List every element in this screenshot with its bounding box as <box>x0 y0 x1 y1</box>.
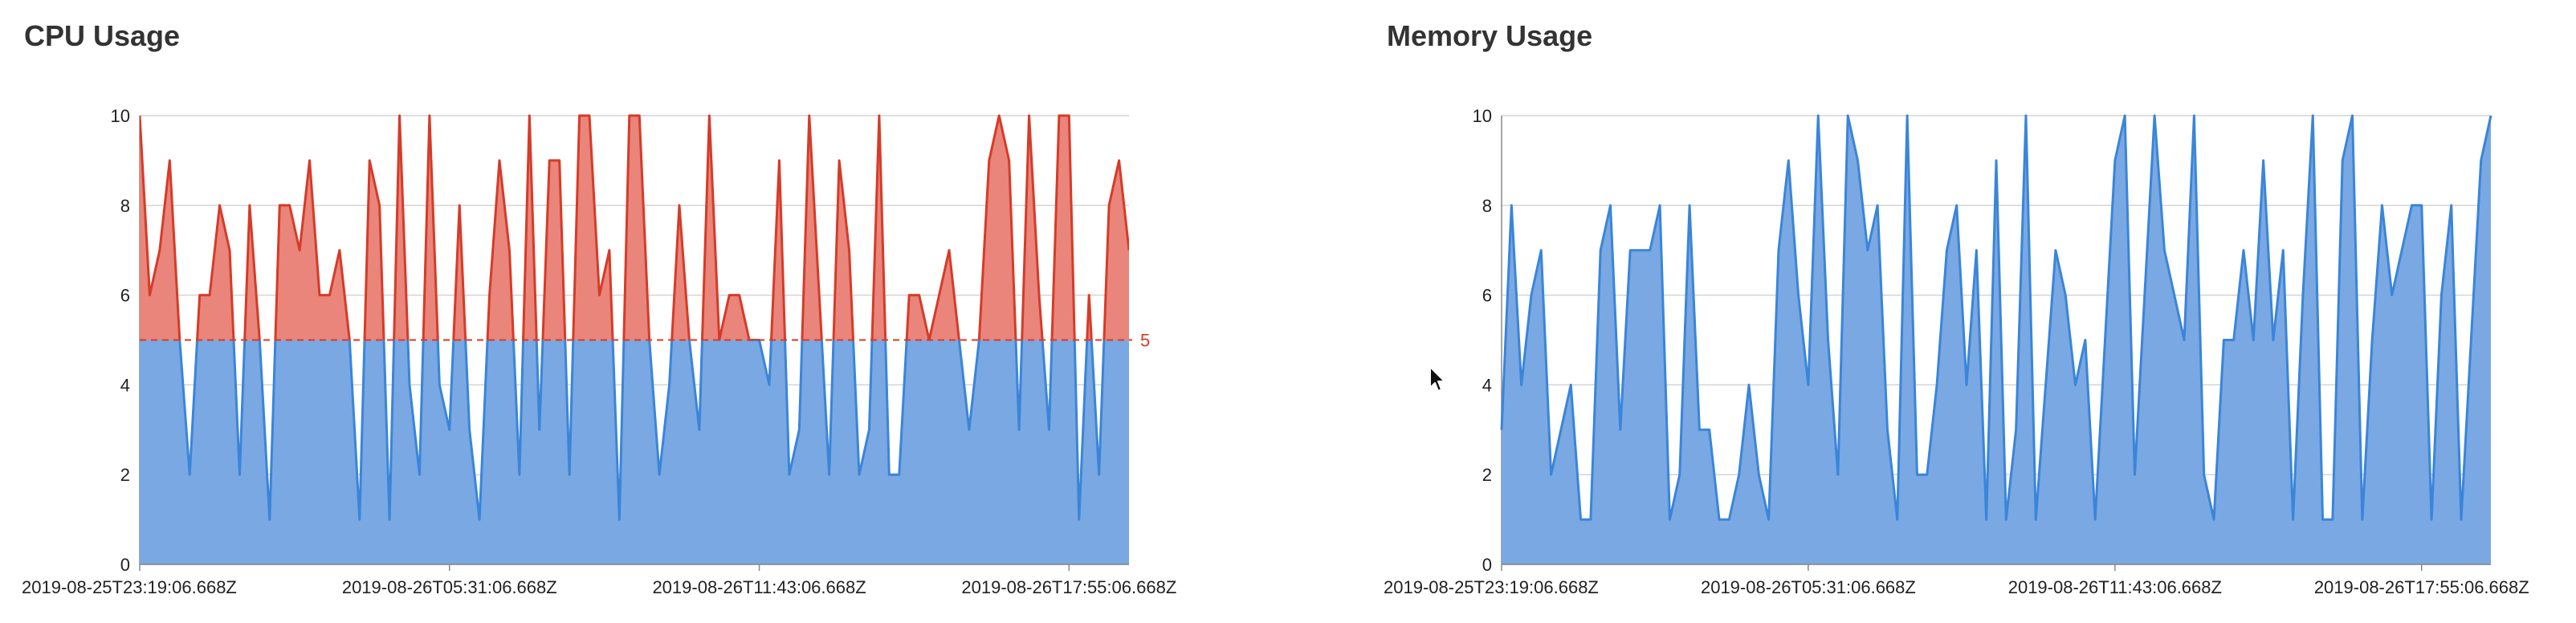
series-area-above-threshold <box>140 116 1129 340</box>
series-area <box>1502 116 2491 564</box>
memory-chart-title: Memory Usage <box>1387 19 1593 52</box>
series-area-below-threshold <box>140 340 1129 564</box>
y-tick-label: 8 <box>1482 196 1492 216</box>
x-tick-label: 2019-08-26T17:55:06.668Z <box>961 577 1176 597</box>
x-tick-label: 2019-08-25T23:19:06.668Z <box>1384 577 1599 597</box>
cpu-chart-title: CPU Usage <box>24 19 181 52</box>
y-tick-label: 4 <box>1482 375 1492 395</box>
x-tick-label: 2019-08-25T23:19:06.668Z <box>22 577 237 597</box>
memory-usage-chart: 0 2 4 6 8 10 2019-08-25T23:19:06.668Z 2019-08-2… <box>1384 106 2529 597</box>
series-line-below-threshold <box>178 340 1106 521</box>
y-tick-label: 2 <box>120 465 130 485</box>
y-tick-label: 6 <box>1482 286 1492 306</box>
y-tick-label: 0 <box>120 555 130 575</box>
series-line <box>1500 114 2492 521</box>
y-tick-label: 0 <box>1482 555 1492 575</box>
mouse-pointer-icon <box>1429 366 1445 392</box>
y-tick-label: 4 <box>120 375 130 395</box>
threshold-label: 5 <box>1140 331 1150 351</box>
cpu-usage-chart: 0 2 4 6 8 10 5 2019-08-25T23:19:06.668Z 2019-08-… <box>22 106 1176 597</box>
x-tick-label: 2019-08-26T11:43:06.668Z <box>2008 577 2222 597</box>
x-tick-label: 2019-08-26T11:43:06.668Z <box>652 577 866 597</box>
y-tick-label: 2 <box>1482 465 1492 485</box>
x-tick-label: 2019-08-26T05:31:06.668Z <box>342 577 557 597</box>
x-tick-label: 2019-08-26T05:31:06.668Z <box>1701 577 1916 597</box>
y-tick-label: 10 <box>111 106 130 126</box>
x-tick-label: 2019-08-26T17:55:06.668Z <box>2314 577 2529 597</box>
y-tick-label: 6 <box>120 286 130 306</box>
series-line-above-threshold <box>140 114 1129 340</box>
y-tick-label: 8 <box>120 196 130 216</box>
y-tick-label: 10 <box>1473 106 1492 126</box>
